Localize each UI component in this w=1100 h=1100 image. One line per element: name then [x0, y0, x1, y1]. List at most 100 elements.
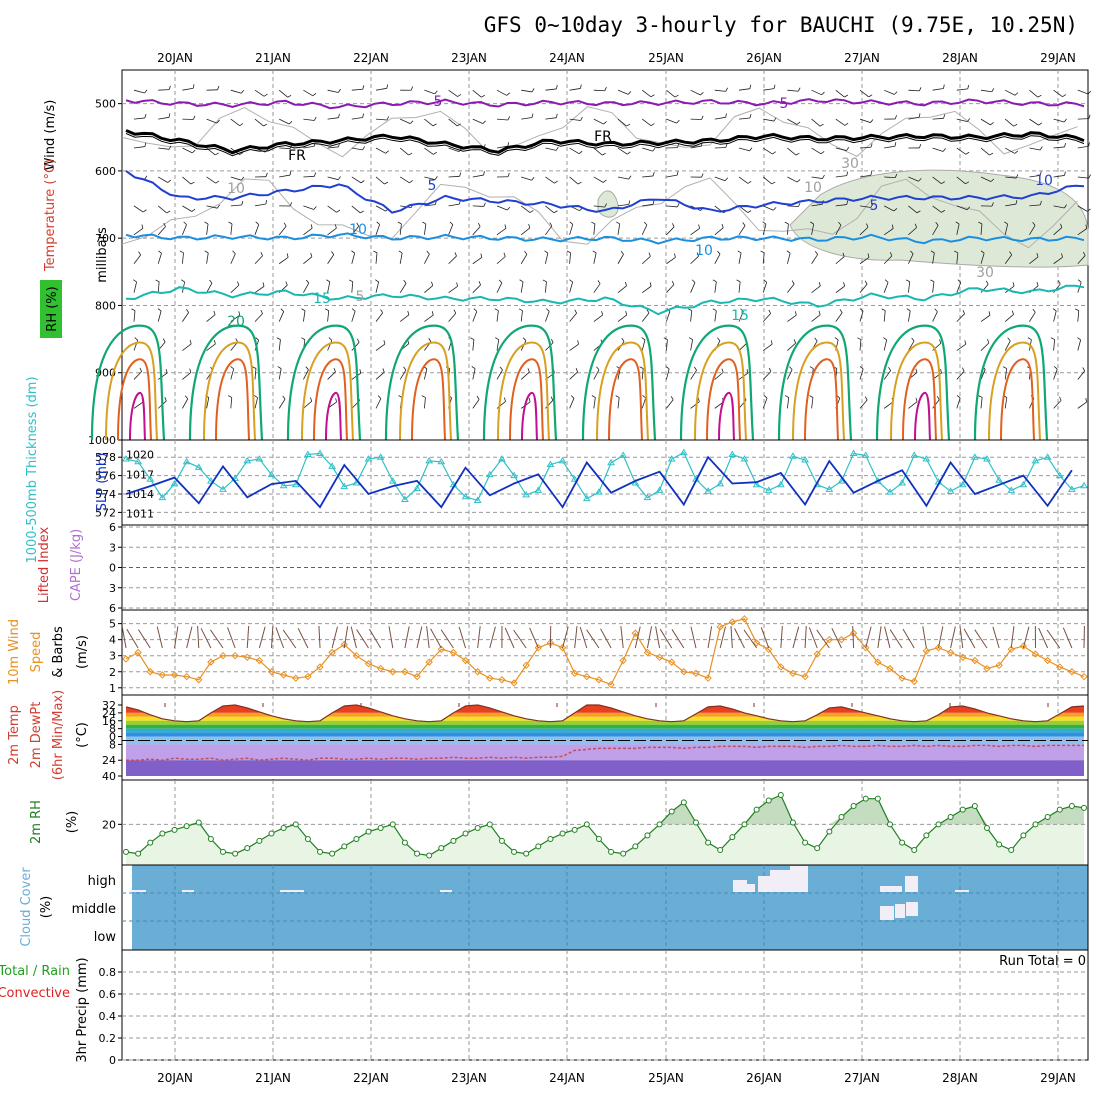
wind-barb — [303, 256, 313, 265]
isotherm-lobe — [90, 324, 166, 441]
wind10m-barb — [210, 629, 224, 649]
wind-barb — [351, 176, 362, 184]
wind-barb — [457, 94, 462, 97]
wind-barb — [1085, 398, 1088, 403]
rh2m-point — [365, 828, 372, 835]
thickness-point — [1055, 471, 1064, 479]
wind-barb — [1039, 146, 1043, 151]
wind-barb — [690, 370, 697, 380]
wind-barb — [773, 117, 777, 122]
wind-barb — [690, 145, 702, 149]
wind-barb — [894, 142, 897, 147]
wind-barb — [1053, 283, 1061, 293]
wind-barb — [593, 118, 604, 125]
wind-barb — [642, 395, 646, 399]
wind-barb — [190, 181, 195, 185]
wind10m-point — [292, 674, 300, 682]
wind-barb — [954, 250, 959, 254]
wind10m-point — [655, 653, 664, 662]
thickness-point — [970, 453, 979, 460]
wind-barb — [908, 253, 914, 264]
wind-barb — [351, 250, 355, 254]
wind-barb — [424, 118, 434, 127]
wind-barb — [520, 371, 530, 380]
wind-barb — [399, 252, 403, 264]
wind10m-point — [413, 672, 421, 681]
wind-barb — [961, 367, 965, 372]
wind-barb — [157, 253, 162, 264]
wind-barb — [426, 250, 430, 255]
wind-barb — [569, 224, 574, 235]
wind-barb — [182, 372, 192, 380]
wind-barb — [305, 279, 310, 284]
wind-barb — [985, 280, 989, 285]
wind10m-label-4: (m/s) — [75, 635, 90, 669]
wind-barb — [1007, 337, 1011, 342]
wind-barb — [193, 115, 196, 120]
wind-barb — [141, 224, 144, 229]
thickness-ytick: 576 — [95, 470, 116, 483]
wind-barb — [287, 94, 292, 98]
wind-barb — [859, 89, 869, 98]
wind-barb — [331, 251, 335, 255]
thickness-point — [716, 479, 725, 487]
wind-barb — [192, 149, 196, 154]
wind-barb — [569, 118, 581, 121]
wind10m-barb — [440, 629, 454, 649]
wind-barb — [934, 308, 938, 312]
wind-barb — [459, 172, 462, 177]
contour-label: 5 — [780, 96, 789, 112]
precip-ytick: 0.4 — [99, 1010, 117, 1023]
wind-barb — [133, 310, 136, 322]
wind-barb — [496, 339, 500, 351]
wind10m-barb — [707, 626, 713, 649]
wind-barb — [189, 368, 192, 373]
rh2m-point — [595, 836, 602, 842]
wind-barb — [448, 313, 457, 322]
temp2m-ytick: 24 — [102, 707, 116, 720]
wind-barb — [932, 176, 942, 184]
rh2m-point — [438, 845, 445, 852]
wind-barb — [375, 252, 378, 264]
thickness-point — [655, 486, 664, 493]
rh2m-point — [498, 837, 505, 844]
date-label-bottom: 28JAN — [942, 1071, 978, 1085]
wind-barb — [303, 369, 309, 380]
wind10m-barb — [646, 626, 653, 649]
rh2m-point — [1081, 804, 1087, 811]
wind10m-barb — [197, 626, 200, 649]
wind-barb — [666, 339, 668, 351]
wind-barb — [351, 88, 363, 91]
wind-barb — [701, 115, 704, 120]
wind-barb — [1013, 123, 1018, 127]
wind10m-ytick: 4 — [109, 634, 116, 647]
cloud-gap-high — [770, 870, 790, 892]
wind-barb — [569, 371, 578, 380]
rh2m-point — [1008, 847, 1015, 853]
wind-barb — [1012, 282, 1015, 287]
wind10m-point — [643, 648, 652, 657]
wind-barb — [1077, 145, 1089, 149]
wind-barb — [1015, 200, 1018, 205]
wind10m-point — [837, 635, 846, 644]
wind-barb — [592, 250, 597, 254]
contour-label: 5 — [428, 178, 437, 194]
wind-barb — [617, 118, 627, 127]
wind-barb — [787, 205, 799, 208]
isotherm-lobe — [286, 324, 362, 441]
rh2m-point — [947, 814, 954, 820]
wind-barb — [181, 279, 185, 283]
wind-barb — [663, 337, 668, 340]
wind-barb — [424, 314, 434, 322]
wind-barb — [763, 205, 774, 211]
wind-barb — [303, 118, 315, 121]
rh2m-point — [195, 819, 202, 826]
wind-barb — [884, 205, 895, 212]
thickness-point — [316, 449, 324, 457]
rh2m-fill — [126, 795, 1084, 865]
wind10m-point — [364, 660, 373, 668]
wind10m-point — [449, 648, 458, 657]
upper-air-rh-label: RH (%) — [45, 286, 60, 331]
wind10m-point — [558, 643, 567, 652]
wind-barb — [747, 210, 752, 213]
